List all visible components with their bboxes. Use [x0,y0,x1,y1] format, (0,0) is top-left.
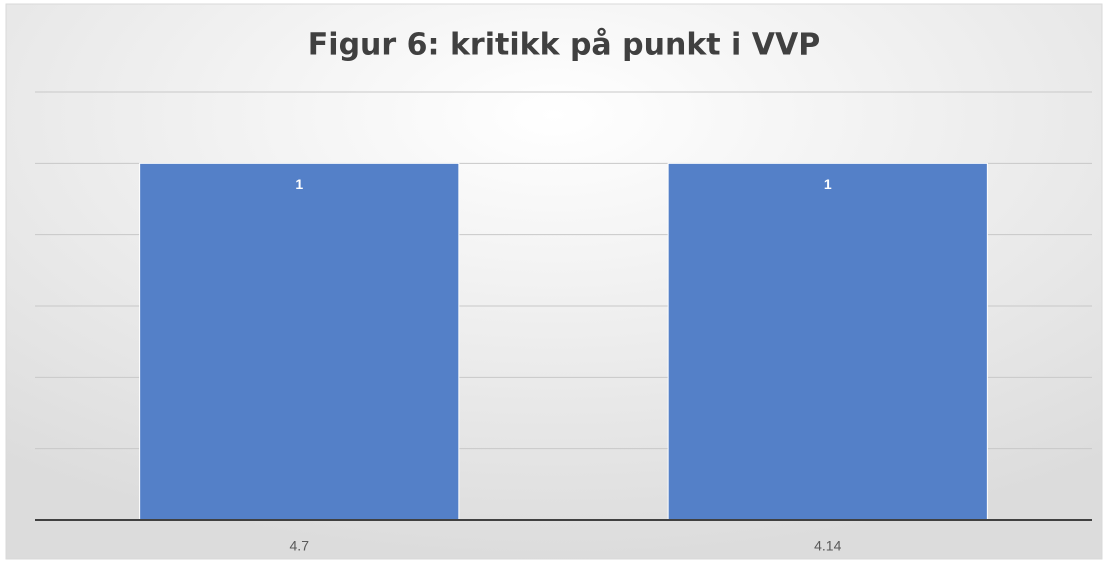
x-tick-label: 4.7 [290,538,310,554]
data-label: 1 [295,176,303,192]
data-label: 1 [824,176,832,192]
bar [139,162,460,521]
x-tick-label: 4.14 [814,538,841,554]
bar [667,162,988,521]
chart-title: Figur 6: kritikk på punkt i VVP [308,27,820,63]
